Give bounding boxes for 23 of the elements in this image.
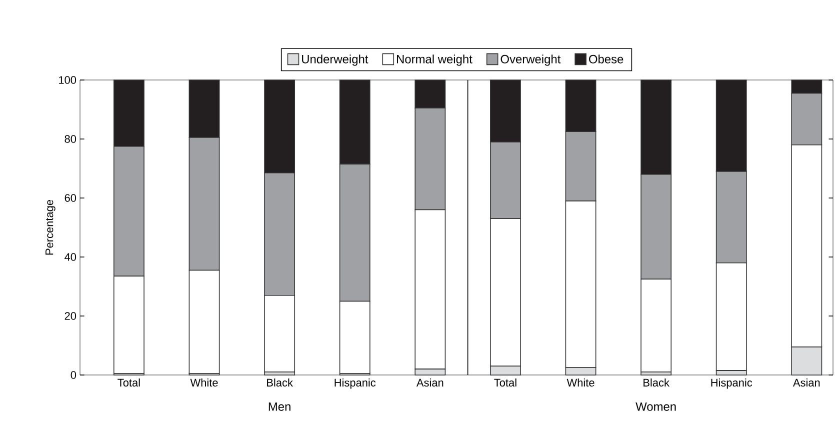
x-tick-label: Total — [494, 378, 516, 387]
y-tick-label: 80 — [64, 135, 76, 143]
x-tick-label: White — [566, 378, 594, 387]
y-tick-label: 40 — [64, 253, 76, 261]
text: Men — [268, 402, 290, 411]
y-tick-label: 60 — [64, 194, 76, 202]
text: Women — [636, 402, 676, 411]
x-tick-label: Hispanic — [334, 378, 376, 389]
legend-label: Underweight — [302, 54, 368, 66]
y-axis-title: Percentage — [46, 200, 56, 255]
x-tick-label: Black — [267, 378, 293, 387]
y-tick-label: 100 — [59, 76, 76, 84]
x-tick-label: White — [190, 378, 218, 387]
legend-label: Overweight — [500, 54, 561, 66]
x-tick-label: Asian — [416, 378, 444, 387]
y-tick-label: 20 — [64, 312, 76, 320]
x-tick-label: Total — [118, 378, 140, 387]
legend-label: Normal weight — [397, 54, 472, 66]
x-tick-label: Hispanic — [711, 378, 752, 389]
x-tick-label: Black — [644, 378, 670, 387]
y-tick-label: 0 — [70, 371, 76, 379]
x-tick-label: Asian — [792, 378, 820, 387]
legend-label: Obese — [589, 54, 624, 64]
